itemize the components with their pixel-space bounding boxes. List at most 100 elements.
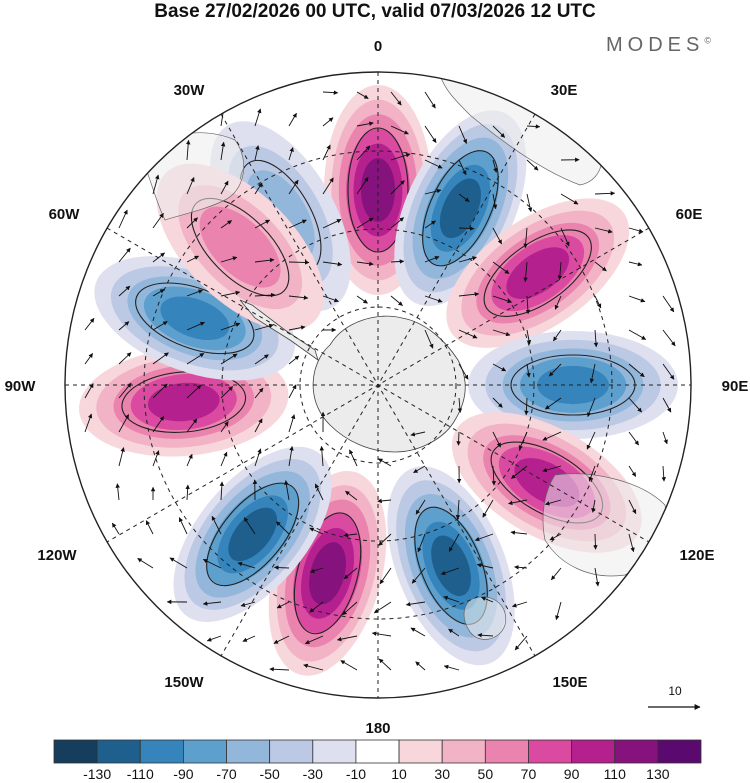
wind-vector-76 xyxy=(254,292,276,298)
wind-vector-121 xyxy=(152,383,168,399)
wind-vector-8 xyxy=(356,121,374,127)
wind-vector-32 xyxy=(356,176,369,195)
anomaly-contour-90 xyxy=(147,382,220,422)
wind-vector-182 xyxy=(111,522,120,535)
wind-vector-43 xyxy=(220,220,233,229)
wind-vector-115 xyxy=(548,363,562,377)
anomaly-contour-110 xyxy=(439,178,481,239)
colorbar-swatch-6 xyxy=(312,739,357,764)
wind-vector-210 xyxy=(550,567,562,581)
wind-vector-108 xyxy=(186,352,205,365)
wind-vector-58 xyxy=(186,255,200,263)
anomaly-contour-50 xyxy=(199,206,281,288)
wind-vector-237 xyxy=(378,658,392,671)
wind-vector-220 xyxy=(443,595,460,603)
wind-vector-206 xyxy=(411,567,426,584)
wind-vector-114 xyxy=(526,363,531,378)
wind-vector-119 xyxy=(84,383,94,399)
wind-vector-199 xyxy=(169,557,188,569)
colorbar-swatch-1 xyxy=(96,739,141,764)
wind-vector-145 xyxy=(542,431,562,441)
wind-vector-184 xyxy=(178,517,188,535)
wind-vector-91 xyxy=(152,321,168,331)
colorbar-label: -50 xyxy=(260,766,280,782)
wind-vector-231 xyxy=(448,628,460,637)
lon-label-120w: 120W xyxy=(37,547,77,564)
wind-vector-236 xyxy=(340,660,358,671)
wind-vector-12 xyxy=(492,125,506,138)
wind-vector-28 xyxy=(220,180,229,195)
colorbar-swatch-8 xyxy=(398,739,443,764)
latitude-circle xyxy=(299,306,457,464)
lon-label-90w: 90W xyxy=(5,378,37,395)
wind-vector-234 xyxy=(269,667,290,672)
wind-vector-148 xyxy=(662,431,668,445)
anomaly-lobe-7 xyxy=(173,446,332,622)
wind-vector-196 xyxy=(593,533,598,550)
wind-vector-133 xyxy=(84,413,93,433)
wind-vector-9 xyxy=(390,125,409,135)
colorbar-label: 90 xyxy=(564,766,580,782)
wind-vector-38 xyxy=(560,193,579,205)
wind-vector-65 xyxy=(424,255,440,263)
wind-vector-16 xyxy=(254,145,260,161)
wind-vector-24 xyxy=(526,159,539,171)
wind-vector-37 xyxy=(526,193,533,213)
wind-vector-213 xyxy=(202,601,222,606)
wind-vector-128 xyxy=(524,397,529,416)
wind-vector-30 xyxy=(288,179,299,195)
colorbar: -130 -110 -90 -70 -50 -30 -10 10 30 50 70 90 110 130 xyxy=(53,739,702,782)
wind-vector-101 xyxy=(553,329,562,342)
colorbar-label: -70 xyxy=(216,766,236,782)
lon-label-90e: 90E xyxy=(722,378,749,395)
wind-vector-54 xyxy=(594,227,613,234)
wind-vector-138 xyxy=(254,418,263,433)
wind-vector-208 xyxy=(476,563,494,569)
wind-vector-7 xyxy=(322,117,334,127)
wind-vector-142 xyxy=(456,431,461,446)
wind-vector-97 xyxy=(424,329,434,349)
wind-vector-27 xyxy=(186,177,195,195)
wind-vector-166 xyxy=(115,483,120,501)
wind-vector-0 xyxy=(322,90,339,95)
wind-vector-105 xyxy=(84,353,94,365)
wind-vector-129 xyxy=(544,397,562,410)
colorbar-swatch-7 xyxy=(355,739,400,764)
wind-vector-55 xyxy=(628,227,644,233)
wind-vector-85 xyxy=(554,295,562,310)
wind-vector-92 xyxy=(186,321,205,331)
anomaly-contour-90 xyxy=(506,247,570,300)
wind-vector-93 xyxy=(220,322,241,331)
wind-vector-221 xyxy=(481,596,494,603)
wind-vector-117 xyxy=(628,363,645,378)
wind-vector-75 xyxy=(220,290,241,297)
wind-vector-156 xyxy=(349,449,358,467)
wind-vector-80 xyxy=(390,295,403,306)
wind-vector-188 xyxy=(309,527,324,535)
wind-vector-217 xyxy=(342,601,358,616)
wind-vector-233 xyxy=(514,635,528,651)
wind-vector-21 xyxy=(424,159,443,169)
wind-vector-45 xyxy=(288,219,307,229)
streamline-loop xyxy=(206,482,300,587)
wind-vectors xyxy=(84,90,676,672)
wind-vector-71 xyxy=(628,261,643,267)
wind-vector-149 xyxy=(118,447,125,467)
wind-vector-195 xyxy=(549,533,562,541)
wind-vector-106 xyxy=(118,352,132,365)
modes-logo: MODES© xyxy=(606,34,711,57)
wind-vector-163 xyxy=(588,465,596,482)
wind-vector-26 xyxy=(152,174,160,195)
wind-vector-183 xyxy=(145,520,154,535)
wind-vector-176 xyxy=(455,499,461,520)
wind-vector-189 xyxy=(343,532,358,538)
colorbar-label: -90 xyxy=(173,766,193,782)
wind-vector-174 xyxy=(377,498,392,504)
wind-vector-173 xyxy=(345,490,358,501)
wind-vector-66 xyxy=(458,256,477,263)
colorbar-label: 130 xyxy=(646,766,670,782)
wind-vector-20 xyxy=(390,153,411,161)
wind-vector-171 xyxy=(284,480,290,501)
lon-label-60w: 60W xyxy=(49,206,81,223)
colorbar-label: 110 xyxy=(604,766,627,782)
